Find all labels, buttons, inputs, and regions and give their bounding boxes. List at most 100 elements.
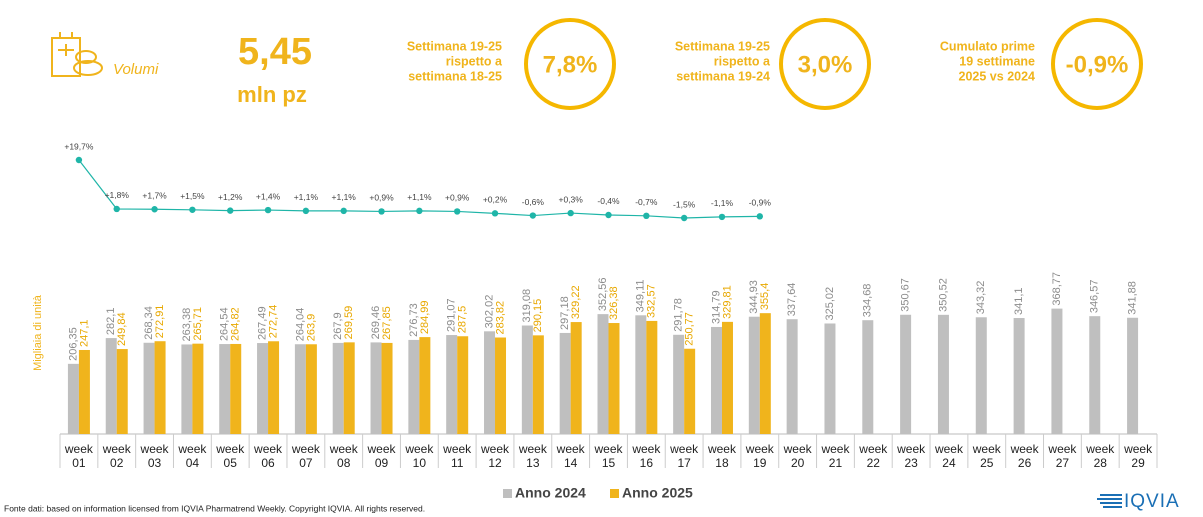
bar [710, 326, 722, 434]
bar [1013, 318, 1025, 434]
data-label: 287,5 [457, 306, 469, 334]
bar [786, 319, 798, 434]
bar [673, 334, 685, 434]
growth-label: -0,4% [597, 196, 620, 206]
growth-label: +0,9% [445, 193, 470, 203]
data-label: 337,64 [786, 283, 798, 317]
bar [559, 332, 571, 434]
kpi-label: settimana 18-25 [408, 69, 502, 83]
bar [495, 337, 507, 434]
data-label: 326,38 [608, 286, 620, 320]
logo-stripes [1097, 494, 1122, 508]
bar [381, 342, 393, 434]
kpi-label: Settimana 19-25 [675, 39, 770, 53]
growth-label: +1,1% [294, 192, 319, 202]
data-label: 269,46 [370, 306, 382, 340]
x-tick-label: week 19 [745, 442, 775, 470]
kpi-label: rispetto a [714, 54, 771, 68]
bar [457, 336, 469, 434]
data-label: 268,34 [143, 306, 155, 340]
bar [219, 344, 231, 434]
growth-label: +0,2% [483, 195, 508, 205]
bar [370, 342, 382, 434]
y-axis-label: Migliaia di unità [32, 294, 44, 371]
data-label: 341,1 [1013, 287, 1025, 315]
x-tick-label: week 12 [480, 442, 510, 470]
growth-label: +1,1% [407, 192, 432, 202]
bar [305, 344, 317, 434]
x-tick-label: week 15 [593, 442, 623, 470]
data-label: 247,1 [78, 319, 90, 347]
growth-point [264, 206, 272, 214]
growth-point [680, 214, 688, 222]
kpi-value: 3,0% [798, 51, 853, 78]
data-label: 250,77 [684, 312, 696, 346]
growth-label: -0,6% [522, 197, 545, 207]
growth-label: -1,5% [673, 199, 696, 209]
data-label: 334,68 [862, 284, 874, 318]
volume-icon [51, 32, 103, 77]
growth-label: +0,3% [559, 194, 584, 204]
source-note: Fonte dati: based on information license… [4, 503, 425, 513]
data-label: 267,85 [381, 306, 393, 340]
x-tick-label: week 25 [972, 442, 1002, 470]
data-label: 269,59 [343, 306, 355, 340]
x-tick-label: week 05 [215, 442, 245, 470]
growth-point [302, 207, 310, 215]
bar [570, 322, 582, 434]
bar [646, 320, 658, 434]
x-tick-label: week 11 [442, 442, 472, 470]
x-tick-label: week 23 [896, 442, 926, 470]
growth-point [113, 205, 120, 213]
growth-point [529, 212, 537, 219]
bar [343, 342, 355, 434]
bar [721, 321, 733, 434]
kpi-circle [1051, 18, 1143, 110]
bar [608, 323, 620, 434]
growth-point [718, 213, 726, 221]
data-label: 302,02 [483, 295, 495, 329]
growth-label: +1,8% [105, 190, 130, 200]
data-label: 368,77 [1051, 272, 1063, 306]
x-tick-label: week 07 [291, 442, 321, 470]
data-label: 352,56 [597, 277, 609, 311]
data-label: 325,02 [824, 287, 836, 321]
growth-label: +1,2% [218, 192, 243, 202]
data-label: 272,74 [267, 305, 279, 339]
data-label: 329,81 [721, 285, 733, 319]
bar [759, 313, 771, 434]
growth-label: +1,7% [142, 190, 167, 200]
bar [419, 337, 431, 434]
bar [900, 314, 912, 434]
data-label: 264,54 [219, 307, 231, 341]
legend-swatch [610, 489, 619, 498]
kpi-label: Settimana 19-25 [407, 39, 502, 53]
x-tick-label: week 01 [64, 442, 94, 470]
data-label: 284,99 [419, 300, 431, 334]
growth-point [378, 208, 385, 215]
growth-point [75, 156, 83, 164]
data-label: 263,38 [181, 308, 193, 342]
bar [332, 342, 344, 434]
data-label: 264,04 [294, 308, 306, 342]
growth-label: -1,1% [711, 198, 734, 208]
growth-label: +0,9% [369, 193, 394, 203]
total-unit: mln pz [237, 82, 307, 107]
bar [937, 314, 949, 434]
bar [181, 344, 193, 434]
x-tick-label: week 27 [1047, 442, 1077, 470]
data-label: 329,22 [570, 285, 582, 319]
legend-label: Anno 2024 [515, 485, 586, 501]
data-label: 344,93 [748, 280, 760, 314]
bar [521, 325, 533, 434]
bar [192, 343, 204, 434]
bar [1051, 308, 1063, 434]
x-tick-label: week 24 [934, 442, 964, 470]
data-label: 264,82 [230, 307, 242, 341]
bar [446, 335, 458, 434]
bar [67, 363, 79, 434]
kpi-value: -0,9% [1066, 51, 1129, 78]
data-label: 350,52 [937, 278, 949, 312]
kpi-label: settimana 19-24 [676, 69, 770, 83]
x-tick-label: week 20 [783, 442, 813, 470]
